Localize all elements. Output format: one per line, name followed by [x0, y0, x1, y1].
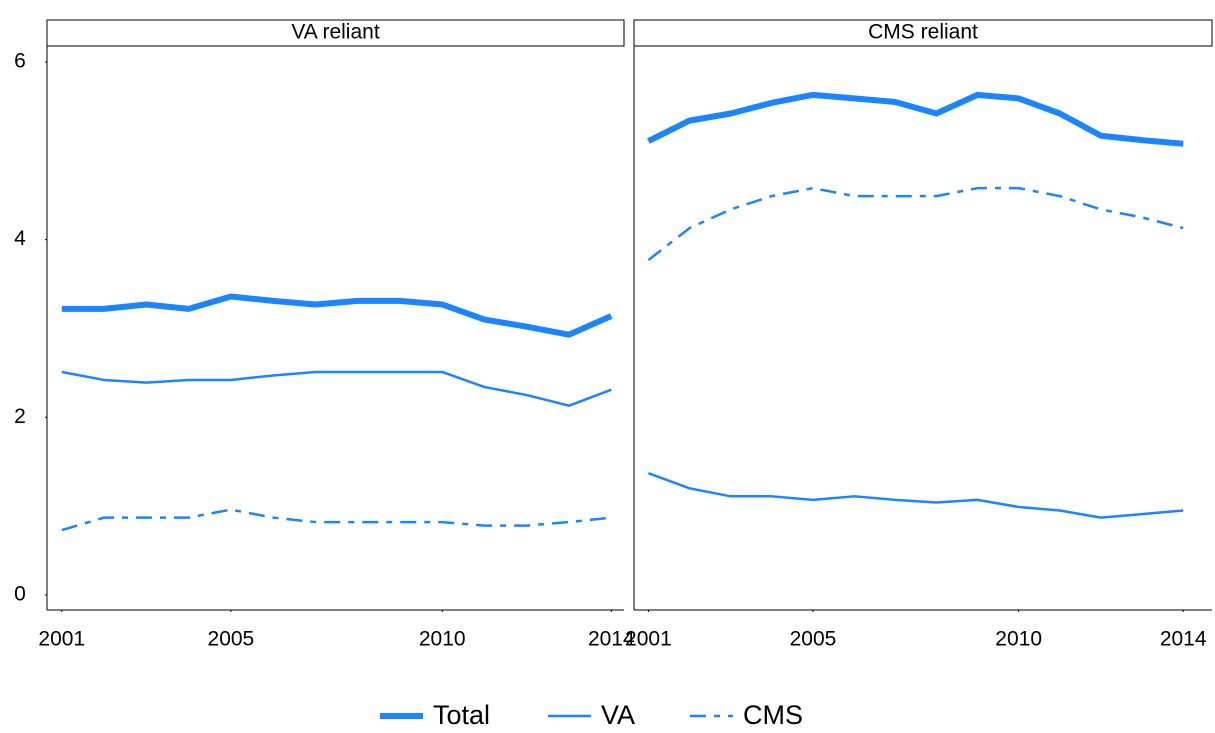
legend-label: CMS [743, 700, 803, 730]
y-tick-label: 6 [14, 50, 26, 73]
y-tick-label: 2 [14, 405, 26, 428]
x-tick-label: 2014 [1160, 628, 1207, 651]
series-line [647, 91, 1184, 147]
x-tick-label: 2010 [419, 628, 466, 651]
y-tick-label: 0 [14, 582, 26, 605]
x-tick-label: 2001 [625, 628, 672, 651]
panel-header [633, 19, 1213, 47]
x-tick-label: 2005 [208, 628, 255, 651]
panel-title: VA reliant [291, 21, 379, 44]
panel-title: CMS reliant [868, 21, 978, 44]
series-line [61, 370, 612, 407]
series-line [61, 508, 612, 532]
x-tick-label: 2005 [790, 628, 837, 651]
panel-header [46, 19, 625, 47]
x-tick-label: 2001 [38, 628, 85, 651]
x-tick-label: 2010 [995, 628, 1042, 651]
y-tick-label: 4 [14, 227, 26, 250]
legend-label: VA [601, 700, 635, 730]
x-tick-label: 2014 [588, 628, 635, 651]
series-line [647, 472, 1184, 519]
series-line [61, 293, 613, 338]
legend-label: Total [433, 700, 490, 730]
series-line [647, 186, 1184, 262]
